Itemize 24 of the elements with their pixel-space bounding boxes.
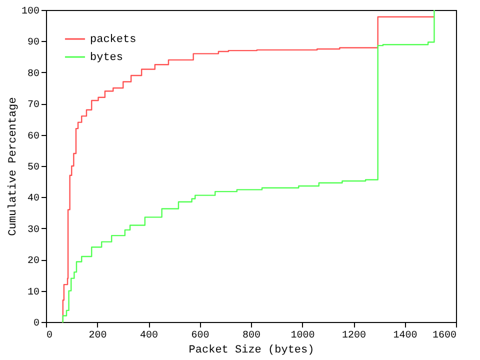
x-axis-title: Packet Size (bytes): [188, 344, 314, 356]
y-tick-label: 90: [27, 38, 40, 49]
x-tick-label: 1000: [290, 330, 315, 342]
y-tick-label: 30: [27, 224, 40, 236]
y-tick-label: 60: [27, 131, 40, 142]
y-tick-label: 20: [27, 256, 40, 268]
y-tick-label: 80: [27, 68, 40, 80]
y-tick-label: 100: [21, 6, 40, 18]
y-axis-title: Cumulative Percentage: [7, 97, 20, 236]
y-tick-label: 50: [27, 162, 40, 174]
x-tick-label: 1600: [432, 330, 456, 342]
x-tick-label: 0: [46, 330, 53, 342]
y-tick-label: 40: [27, 194, 40, 205]
x-tick-label: 400: [140, 330, 158, 342]
x-tick-label: 1400: [393, 330, 418, 342]
legend-label: bytes: [90, 52, 124, 64]
legend-label: packets: [90, 34, 136, 46]
x-tick-label: 200: [88, 330, 107, 342]
x-tick-label: 600: [191, 330, 210, 342]
x-tick-label: 1200: [342, 330, 366, 342]
x-tick-label: 800: [242, 330, 261, 342]
y-tick-label: 0: [33, 318, 40, 330]
y-tick-label: 70: [27, 100, 40, 112]
y-tick-label: 10: [27, 287, 40, 298]
